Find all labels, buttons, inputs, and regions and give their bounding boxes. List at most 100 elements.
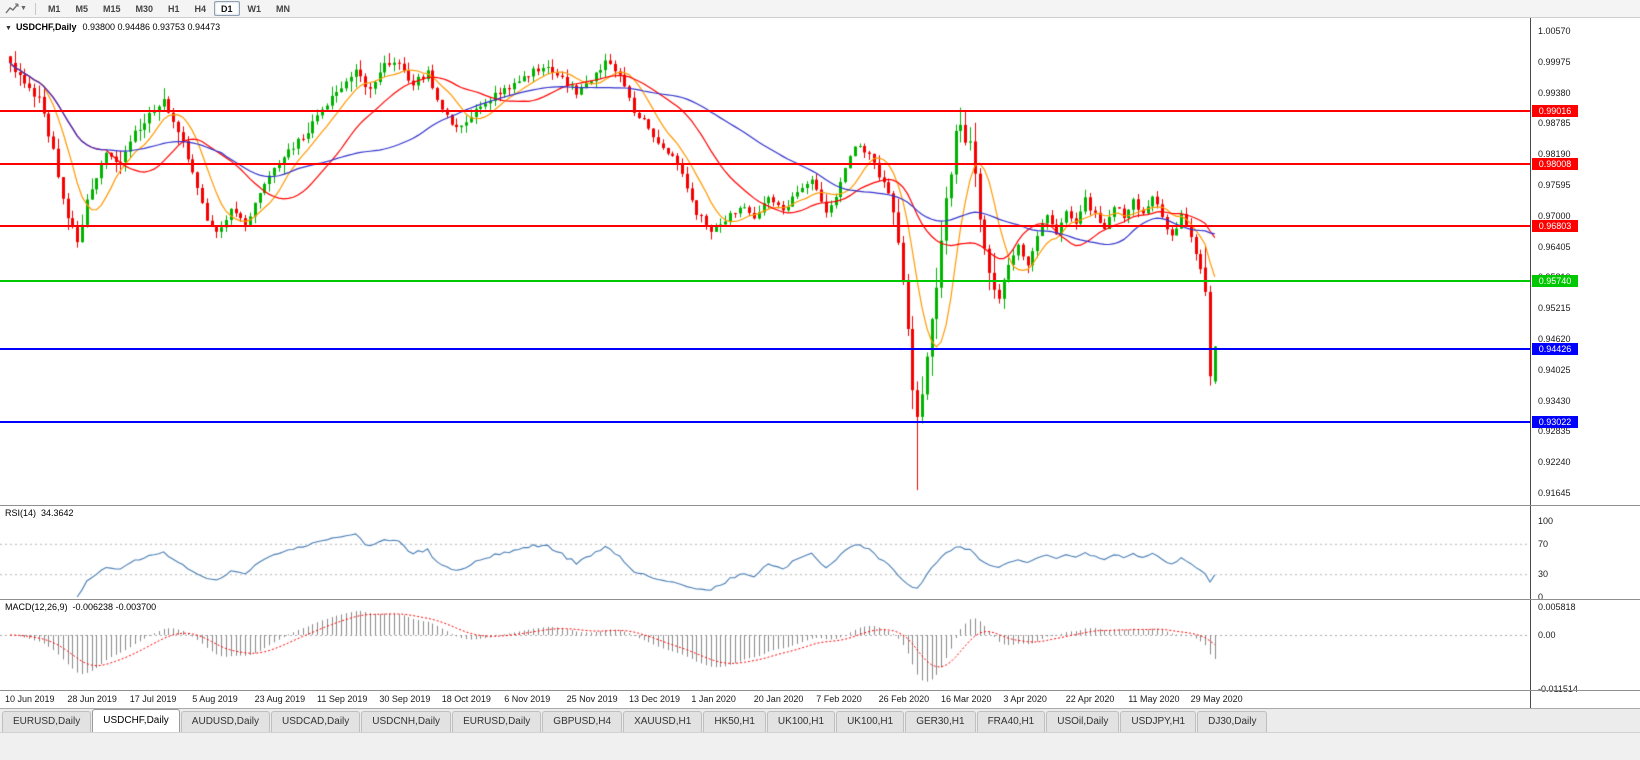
price-axis[interactable]: 0.99016 0.98008 0.96803 0.95740 0.94426 0.930… [1530,18,1640,708]
rsi-value: 34.3642 [41,508,74,518]
rsi-indicator-canvas[interactable] [0,506,1530,599]
price-axis-tick: 0.93430 [1538,395,1571,406]
time-axis-label: 22 Apr 2020 [1065,694,1115,704]
horizontal-line-0.98008[interactable] [0,162,1530,165]
chart-tab-usdcnh-daily[interactable]: USDCNH,Daily [361,711,452,732]
timeframe-button-mn[interactable]: MN [276,3,291,14]
toolbar-separator [34,2,36,15]
chart-tab-usoil-daily[interactable]: USOil,Daily [1046,711,1120,732]
rsi-label: RSI(14) 34.3642 [5,508,74,518]
price-axis-tick: 0.94620 [1538,334,1571,344]
rsi-axis-tick: 70 [1538,538,1549,549]
price-axis-tick: 0.96405 [1538,241,1571,252]
price-axis-tick: 0.94025 [1538,364,1571,375]
macd-axis-tick: 0.005818 [1538,602,1576,613]
chart-tab-audusd-daily[interactable]: AUDUSD,Daily [180,711,271,732]
time-axis-label: 7 Feb 2020 [816,694,862,704]
chart-tab-usdjpy-h1[interactable]: USDJPY,H1 [1120,711,1197,732]
price-axis-tick: 0.99380 [1538,87,1571,98]
horizontal-line-0.95740[interactable] [0,280,1530,283]
time-axis-label: 3 Apr 2020 [1003,694,1047,704]
time-axis-label: 29 May 2020 [1190,694,1243,704]
horizontal-line-0.96803[interactable] [0,224,1530,227]
horizontal-line-0.99016[interactable] [0,110,1530,113]
price-tag-0.99016: 0.99016 [1532,105,1578,118]
macd-name: MACD(12,26,9) [5,602,68,612]
time-axis-label: 6 Nov 2019 [504,694,551,704]
timeframe-buttons: M1 M5 M15 M30 H1 H4 D1 W1 MN [41,1,298,16]
chart-line-tool-icon[interactable] [5,3,19,15]
time-axis-label: 23 Aug 2019 [254,694,306,704]
price-tag-0.96803: 0.96803 [1532,219,1578,232]
ohlc-values: 0.93800 0.94486 0.93753 0.94473 [82,22,221,32]
horizontal-line-0.94426[interactable] [0,348,1530,351]
timeframe-button-m15[interactable]: M15 [102,3,121,14]
horizontal-line-0.93022[interactable] [0,420,1530,423]
chart-tab-fra40-h1[interactable]: FRA40,H1 [976,711,1046,732]
panel-separator[interactable] [0,599,1640,600]
price-axis-tick: 0.98190 [1538,149,1571,160]
timeframe-button-m30[interactable]: M30 [135,3,153,14]
timeframe-button-m1[interactable]: M1 [47,3,61,14]
price-axis-tick: 0.92240 [1538,457,1571,468]
time-axis[interactable]: 10 Jun 2019 28 Jun 2019 17 Jul 2019 5 Aug 2… [0,690,1530,708]
price-tag-0.98008: 0.98008 [1532,157,1578,170]
chart-tab-uk100-h1[interactable]: UK100,H1 [836,711,905,732]
horizontal-lines-layer [0,18,1530,505]
time-axis-label: 18 Oct 2019 [441,694,491,704]
price-axis-tick: 0.95215 [1538,303,1571,314]
price-axis-tick: 0.91645 [1538,488,1571,498]
time-axis-label: 10 Jun 2019 [5,694,55,704]
time-axis-label: 16 Mar 2020 [941,694,992,704]
time-axis-label: 1 Jan 2020 [691,694,736,704]
timeframe-button-w1[interactable]: W1 [247,3,262,14]
macd-label: MACD(12,26,9) -0.006238 -0.003700 [5,602,156,612]
price-axis-tick: 1.00570 [1538,26,1571,36]
chart-area: ▼ USDCHF,Daily 0.93800 0.94486 0.93753 0.9… [0,18,1640,708]
timeframe-toolbar: ▼ M1 M5 M15 M30 H1 H4 D1 W1 MN [0,0,1640,18]
price-tag-0.93022: 0.93022 [1532,415,1578,428]
chart-tab-usdchf-daily[interactable]: USDCHF,Daily [92,709,180,732]
chart-collapse-icon[interactable]: ▼ [5,25,12,32]
time-axis-label: 30 Sep 2019 [379,694,431,704]
chart-tab-xauusd-h1[interactable]: XAUUSD,H1 [623,711,703,732]
time-axis-label: 5 Aug 2019 [192,694,238,704]
chart-tab-ger30-h1[interactable]: GER30,H1 [905,711,976,732]
timeframe-button-h4[interactable]: H4 [194,3,207,14]
chart-tab-dj30-daily[interactable]: DJ30,Daily [1197,711,1268,732]
rsi-name: RSI(14) [5,508,37,518]
time-axis-label: 11 Sep 2019 [317,694,368,704]
macd-axis-tick: 0.00 [1538,630,1556,640]
dropdown-caret-icon[interactable]: ▼ [20,5,27,12]
time-axis-label: 11 May 2020 [1128,694,1180,704]
rsi-axis-tick: 100 [1538,516,1554,526]
timeframe-button-d1[interactable]: D1 [214,1,240,16]
macd-indicator-canvas[interactable] [0,600,1530,690]
price-chart-canvas[interactable] [0,18,1530,505]
chart-tab-eurusd-daily[interactable]: EURUSD,Daily [2,711,92,732]
time-axis-label: 20 Jan 2020 [753,694,804,704]
status-bar [0,732,1640,760]
chart-tab-usdcad-daily[interactable]: USDCAD,Daily [271,711,361,732]
price-axis-tick: 0.99975 [1538,56,1571,67]
symbol-name: USDCHF,Daily [15,22,77,32]
chart-tab-gbpusd-h4[interactable]: GBPUSD,H4 [542,711,623,732]
chart-symbol-label: ▼ USDCHF,Daily 0.93800 0.94486 0.93753 0.9… [5,22,220,32]
chart-tab-hk50-h1[interactable]: HK50,H1 [703,711,766,732]
rsi-axis-tick: 0 [1538,592,1544,602]
rsi-axis-tick: 30 [1538,569,1549,580]
price-axis-tick: 0.92835 [1538,426,1571,437]
chart-tab-bar: EURUSD,Daily USDCHF,Daily AUDUSD,Daily USDC… [0,708,1640,732]
time-axis-label: 26 Feb 2020 [878,694,930,704]
macd-value: -0.006238 -0.003700 [72,602,157,612]
price-tag-0.94426: 0.94426 [1532,343,1578,356]
chart-tab-eurusd-daily[interactable]: EURUSD,Daily [452,711,542,732]
price-axis-tick: 0.98785 [1538,118,1571,129]
timeframe-button-h1[interactable]: H1 [168,3,180,14]
chart-tab-uk100-h1[interactable]: UK100,H1 [766,711,836,732]
price-axis-tick: 0.97000 [1538,210,1571,221]
panel-separator[interactable] [0,505,1640,506]
timeframe-button-m5[interactable]: M5 [75,3,88,14]
time-axis-label: 17 Jul 2019 [129,694,177,704]
